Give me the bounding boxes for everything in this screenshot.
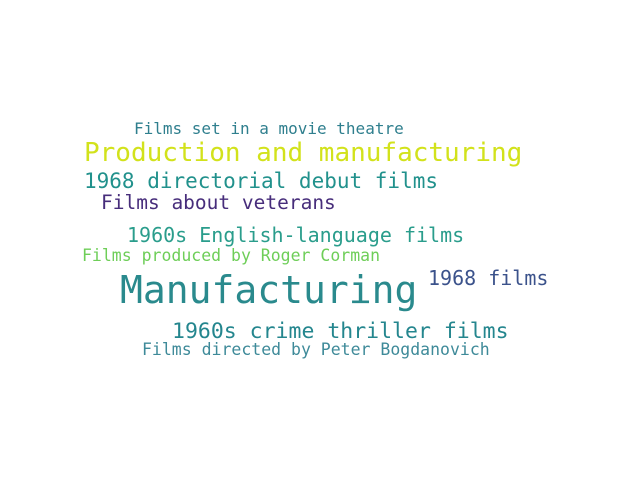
word-films-set-in-a-movie-theatre: Films set in a movie theatre [134, 119, 404, 138]
word-films-about-veterans: Films about veterans [101, 191, 336, 214]
word-1960s-english-language-films: 1960s English-language films [127, 223, 465, 247]
word-manufacturing: Manufacturing [120, 268, 418, 312]
word-production-and-manufacturing: Production and manufacturing [84, 138, 523, 168]
word-1968-directorial-debut-films: 1968 directorial debut films [84, 169, 439, 193]
word-films-produced-by-roger-corman: Films produced by Roger Corman [82, 246, 381, 265]
word-films-directed-by-peter-bogdanovich: Films directed by Peter Bogdanovich [142, 340, 490, 359]
word-1968-films: 1968 films [428, 266, 549, 290]
word-1960s-crime-thriller-films: 1960s crime thriller films [172, 319, 509, 344]
